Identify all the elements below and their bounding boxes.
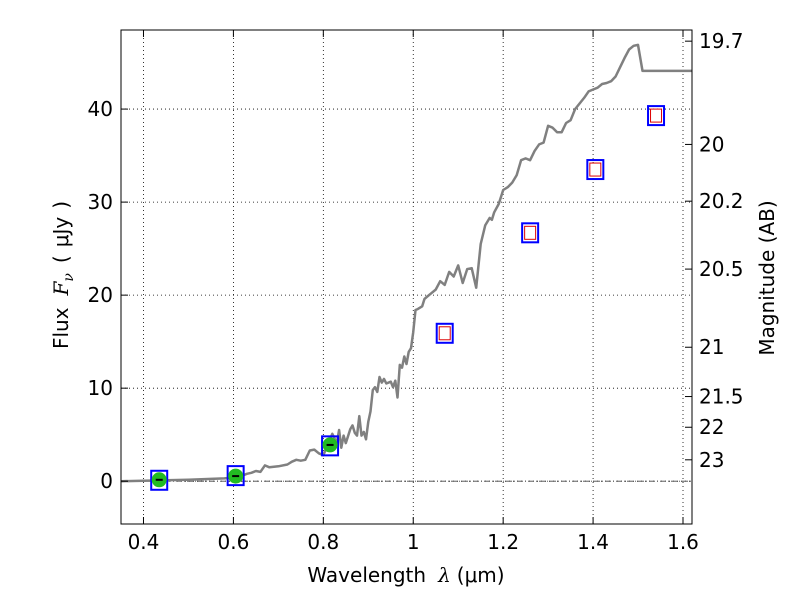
model-photometry-square-red [589,162,602,177]
x-axis-label-unit: (μm) [457,563,505,587]
y2-tick-label: 20 [699,132,724,156]
y2-tick-label: 19.7 [699,29,744,53]
model-photometry-square-blue [647,105,666,127]
x-tick-label: 1.4 [577,530,609,554]
y-tick-label: 40 [88,97,113,121]
x-tick-label: 0.4 [128,530,160,554]
model-photometry-square-red [438,326,451,341]
model-photometry-square-red [650,108,663,123]
spectrum-line-group [120,43,692,483]
model-photometry-square-blue [586,159,605,181]
x-tick-label: 1.6 [667,530,699,554]
x-axis-label-text: Wavelength [307,563,426,587]
y-axis-label-close: ) [49,201,73,209]
y-tick-label: 10 [88,376,113,400]
y2-tick-label: 21 [699,335,724,359]
model-photometry-square-blue [150,469,169,491]
y-tick-label: 30 [88,190,113,214]
y2-tick-label: 20.2 [699,189,744,213]
y2-tick-label: 20.5 [699,257,744,281]
model-photometry-square-blue [521,222,540,244]
y-axis-label-symbol: F [49,280,73,296]
x-axis-label-symbol: λ [437,563,451,587]
tick-marks [121,30,692,524]
y-axis-label-text: Flux [49,307,73,349]
y2-axis-label: Magnitude (AB) [755,200,779,355]
x-axis-label: Wavelength λ (μm) [307,563,504,587]
y-axis-label-unit: μJy [49,217,73,248]
model-photometry-square-red [524,225,537,240]
y-axis-label: Flux Fν ( μJy) [49,201,77,349]
x-tick-label: 1.2 [487,530,519,554]
x-tick-label: 0.8 [307,530,339,554]
photometry-points-group [150,105,666,491]
model-photometry-square-blue [435,322,454,344]
y2-tick-label: 23 [699,448,724,472]
y2-tick-label: 22 [699,415,724,439]
x-tick-label: 0.6 [217,530,249,554]
spectrum-line [120,43,692,483]
tick-labels: 0.4 0.6 0.8 1 1.2 1.4 1.6 0 10 20 30 40 19.7 20 20.2 20… [88,29,744,554]
y-axis-label-subscript: ν [61,273,77,282]
y-axis-label-open: ( [49,255,73,263]
y-tick-label: 0 [100,469,113,493]
plot-frame [120,29,693,525]
y-tick-label: 20 [88,283,113,307]
x-tick-label: 1 [407,530,420,554]
y2-tick-label: 21.5 [699,385,744,409]
model-photometry-square-blue [226,465,245,487]
model-photometry-square-blue [321,435,340,457]
